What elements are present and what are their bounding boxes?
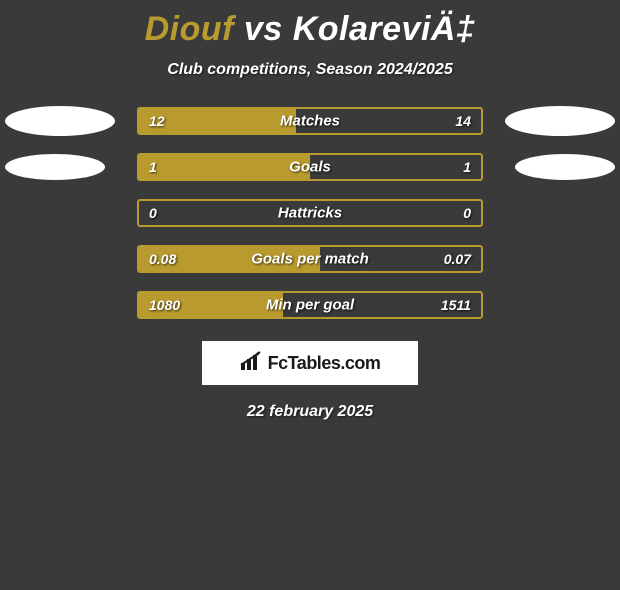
stat-row: 0.08 Goals per match 0.07 [0,245,620,273]
stat-value-right: 14 [455,113,471,129]
stat-value-left: 0 [149,205,157,221]
stat-bar: 0.08 Goals per match 0.07 [137,245,483,273]
stat-row: 1 Goals 1 [0,153,620,181]
stat-value-right: 0.07 [444,251,471,267]
bar-chart-icon [240,351,264,376]
stat-rows: 12 Matches 14 1 Goals 1 0 Hattricks 0 0.08 Goals p… [0,107,620,319]
stat-bar: 0 Hattricks 0 [137,199,483,227]
stat-bar: 1080 Min per goal 1511 [137,291,483,319]
stat-label: Goals [289,159,331,176]
stat-value-left: 12 [149,113,165,129]
subtitle: Club competitions, Season 2024/2025 [0,61,620,79]
stat-value-left: 1 [149,159,157,175]
stat-row: 0 Hattricks 0 [0,199,620,227]
stat-row: 12 Matches 14 [0,107,620,135]
player2-name: KolareviÄ‡ [293,10,476,48]
logo: FcTables.com [240,351,381,376]
player2-oval [505,106,615,136]
stat-value-right: 1511 [441,297,471,313]
player1-oval [5,154,105,180]
comparison-title: Diouf vs KolareviÄ‡ [0,10,620,49]
date: 22 february 2025 [0,403,620,421]
stat-row: 1080 Min per goal 1511 [0,291,620,319]
stat-label: Matches [280,113,340,130]
stat-bar: 12 Matches 14 [137,107,483,135]
stat-label: Goals per match [251,251,369,268]
stat-label: Min per goal [266,297,354,314]
stat-label: Hattricks [278,205,342,222]
stat-value-right: 0 [463,205,471,221]
stat-value-left: 1080 [149,297,180,313]
logo-box: FcTables.com [202,341,418,385]
vs-text: vs [244,10,283,48]
stat-value-left: 0.08 [149,251,176,267]
stat-value-right: 1 [463,159,471,175]
stat-bar: 1 Goals 1 [137,153,483,181]
player1-oval [5,106,115,136]
player1-name: Diouf [145,10,234,48]
player2-oval [515,154,615,180]
logo-text: FcTables.com [268,353,381,374]
stat-bar-left-fill [139,155,310,179]
